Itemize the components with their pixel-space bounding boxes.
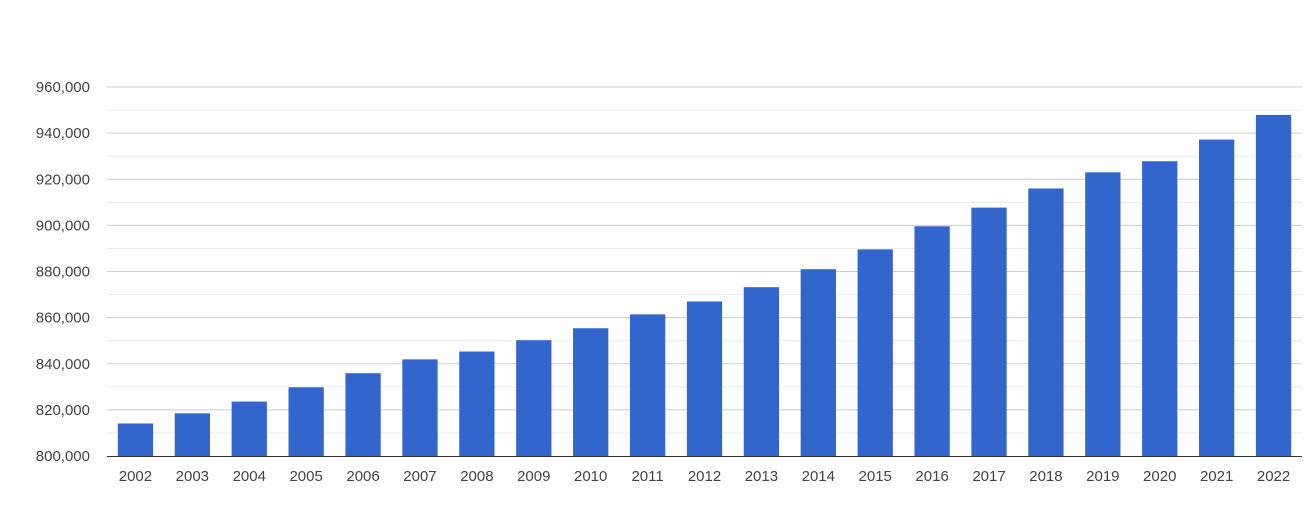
x-tick-label: 2010 — [574, 468, 607, 485]
x-tick-label: 2007 — [403, 468, 436, 485]
bar-2009 — [516, 340, 552, 456]
x-tick-label: 2013 — [745, 468, 778, 485]
x-tick-label: 2009 — [517, 468, 550, 485]
y-tick-label: 960,000 — [36, 79, 90, 96]
x-tick-label: 2005 — [289, 468, 322, 485]
x-tick-label: 2003 — [176, 468, 209, 485]
x-tick-label: 2020 — [1143, 468, 1176, 485]
x-tick-label: 2008 — [460, 468, 493, 485]
bar-2016 — [914, 226, 950, 456]
y-tick-label: 940,000 — [36, 125, 90, 142]
x-axis: 2002 2003 2004 2005 2006 2007 2008 2009 2010 2011… — [119, 468, 1290, 485]
y-tick-label: 840,000 — [36, 356, 90, 373]
x-tick-label: 2015 — [859, 468, 892, 485]
x-tick-label: 2011 — [631, 468, 663, 485]
bar-2012 — [686, 301, 723, 456]
bar-2007 — [402, 359, 438, 456]
x-tick-label: 2017 — [972, 468, 1005, 485]
y-tick-label: 880,000 — [36, 264, 90, 281]
bars — [117, 114, 1292, 457]
y-tick-label: 920,000 — [36, 171, 90, 188]
bar-2021 — [1199, 139, 1235, 456]
x-tick-label: 2004 — [233, 468, 266, 485]
bar-2018 — [1028, 188, 1064, 456]
y-tick-label: 900,000 — [36, 217, 90, 234]
x-tick-label: 2019 — [1086, 468, 1119, 485]
x-tick-label: 2021 — [1200, 468, 1233, 485]
y-axis: 800,000 820,000 840,000 860,000 880,000 900,0… — [36, 79, 90, 465]
x-tick-label: 2022 — [1257, 468, 1290, 485]
bar-2011 — [629, 314, 666, 456]
bar-2005 — [288, 387, 324, 456]
bar-2003 — [174, 413, 210, 456]
y-tick-label: 820,000 — [36, 402, 90, 419]
bar-2020 — [1142, 161, 1178, 457]
bar-2022 — [1255, 114, 1292, 456]
bar-2010 — [573, 328, 609, 456]
x-tick-label: 2006 — [346, 468, 379, 485]
bar-2002 — [117, 423, 154, 456]
bar-2019 — [1085, 172, 1121, 457]
bar-2008 — [459, 351, 495, 456]
bar-2004 — [231, 401, 267, 456]
x-tick-label: 2016 — [915, 468, 948, 485]
x-tick-label: 2002 — [119, 468, 152, 485]
x-tick-label: 2014 — [802, 468, 835, 485]
bar-2014 — [800, 269, 836, 456]
x-tick-label: 2012 — [688, 468, 721, 485]
y-tick-label: 800,000 — [36, 448, 90, 465]
bar-2013 — [743, 287, 780, 456]
y-tick-label: 860,000 — [36, 310, 90, 327]
bar-2015 — [857, 249, 893, 456]
x-tick-label: 2018 — [1029, 468, 1062, 485]
bar-2006 — [345, 373, 381, 456]
bar-2017 — [971, 207, 1007, 456]
